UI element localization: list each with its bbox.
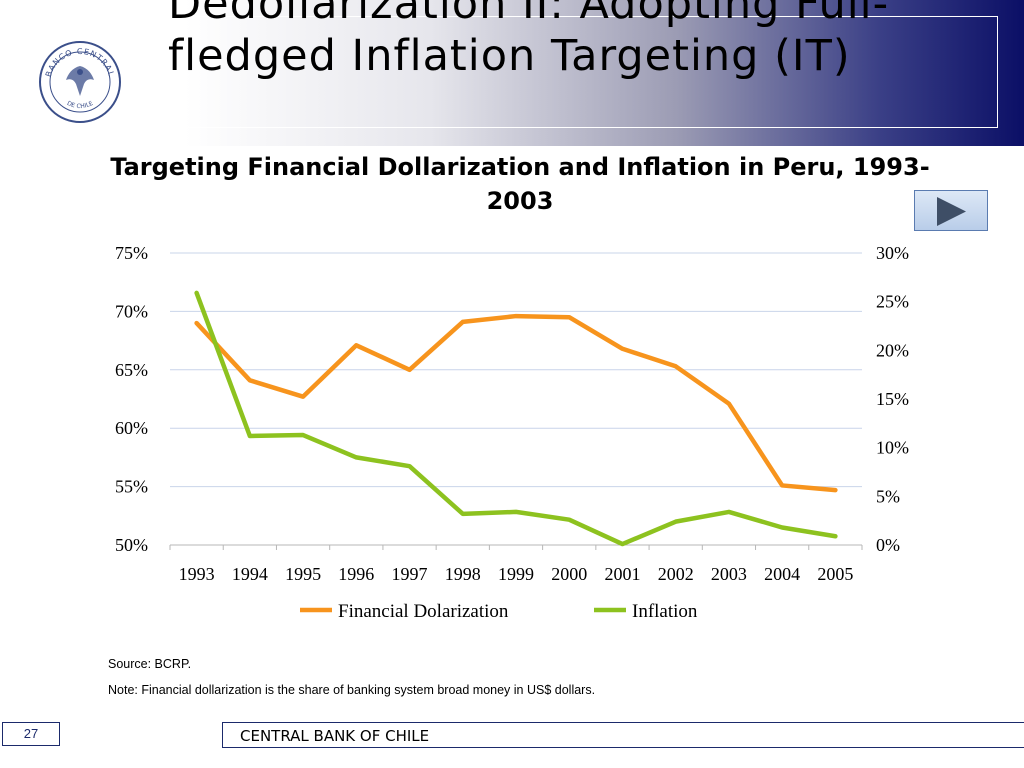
chart-area: 50% 55% 60% 65% 70% 75% 0% 5% 10% 15% 20% 25% 30% 199… xyxy=(115,243,909,622)
financial-dollarization-data-point xyxy=(567,315,571,319)
x-axis-tick-label: 2002 xyxy=(658,564,694,584)
central-bank-seal-logo: BANCO CENTRAL DE CHILE xyxy=(39,41,121,123)
inflation-data-point xyxy=(195,291,199,295)
slide-title: Dedollarization II: Adopting Full-fledge… xyxy=(168,0,890,81)
inflation-data-point xyxy=(354,455,358,459)
x-axis-tick-label: 2000 xyxy=(551,564,587,584)
right-axis-tick-label: 15% xyxy=(876,389,909,409)
left-axis-tick-label: 55% xyxy=(115,477,148,497)
financial-dollarization-data-point xyxy=(620,347,624,351)
x-axis-tick-label: 1996 xyxy=(338,564,374,584)
right-axis-tick-label: 0% xyxy=(876,535,900,555)
x-axis-tick-label: 1993 xyxy=(179,564,215,584)
chart-title: Targeting Financial Dollarization and In… xyxy=(110,153,930,215)
inflation-data-point xyxy=(833,534,837,538)
x-axis-tick-label: 1997 xyxy=(392,564,428,584)
svg-text:DE CHILE: DE CHILE xyxy=(66,100,95,110)
legend-label-financial-dollarization: Financial Dolarization xyxy=(338,601,509,622)
legend-label-inflation: Inflation xyxy=(632,601,698,622)
right-axis-tick-label: 10% xyxy=(876,438,909,458)
financial-dollarization-data-point xyxy=(461,320,465,324)
right-axis-tick-label: 25% xyxy=(876,292,909,312)
financial-dollarization-data-point xyxy=(248,378,252,382)
financial-dollarization-data-point xyxy=(780,483,784,487)
inflation-data-point xyxy=(514,510,518,514)
play-triangle-icon xyxy=(937,197,966,226)
inflation-data-point xyxy=(674,520,678,524)
financial-dollarization-data-point xyxy=(674,364,678,368)
inflation-data-point xyxy=(461,512,465,516)
x-axis-tick-label: 1999 xyxy=(498,564,534,584)
left-axis-tick-label: 75% xyxy=(115,243,148,263)
footer-organization: CENTRAL BANK OF CHILE xyxy=(222,722,1024,748)
x-axis-tick-label: 1998 xyxy=(445,564,481,584)
x-axis-tick-label: 1995 xyxy=(285,564,321,584)
financial-dollarization-data-point xyxy=(408,368,412,372)
left-axis-tick-label: 65% xyxy=(115,360,148,380)
left-axis-tick-label: 50% xyxy=(115,535,148,555)
right-axis-tick-label: 20% xyxy=(876,340,909,360)
inflation-data-point xyxy=(567,518,571,522)
financial-dollarization-line xyxy=(194,313,838,493)
header-band xyxy=(0,0,1024,146)
financial-dollarization-data-point xyxy=(727,402,731,406)
right-axis-tick-label: 30% xyxy=(876,243,909,263)
inflation-data-point xyxy=(248,434,252,438)
definition-note: Note: Financial dollarization is the sha… xyxy=(108,683,596,697)
financial-dollarization-data-point xyxy=(514,314,518,318)
x-axis-tick-label: 2004 xyxy=(764,564,800,584)
inflation-data-point xyxy=(620,542,624,546)
inflation-data-point xyxy=(780,525,784,529)
x-axis-tick-label: 2005 xyxy=(817,564,853,584)
left-axis-tick-label: 60% xyxy=(115,418,148,438)
left-axis-tick-label: 70% xyxy=(115,301,148,321)
page-number: 27 xyxy=(2,722,60,746)
inflation-data-point xyxy=(301,433,305,437)
financial-dollarization-data-point xyxy=(301,395,305,399)
x-axis-tick-label: 2003 xyxy=(711,564,747,584)
inflation-data-point xyxy=(727,510,731,514)
financial-dollarization-data-point xyxy=(195,321,199,325)
source-note: Source: BCRP. xyxy=(108,657,192,671)
inflation-data-point xyxy=(408,464,412,468)
financial-dollarization-data-point xyxy=(833,488,837,492)
financial-dollarization-data-point xyxy=(354,343,358,347)
title-frame xyxy=(162,16,998,128)
x-axis-tick-label: 2001 xyxy=(604,564,640,584)
x-axis-tick-label: 1994 xyxy=(232,564,268,584)
seal-text-bottom: DE CHILE xyxy=(66,100,95,110)
right-axis-tick-label: 5% xyxy=(876,486,900,506)
next-slide-button[interactable] xyxy=(914,190,988,231)
